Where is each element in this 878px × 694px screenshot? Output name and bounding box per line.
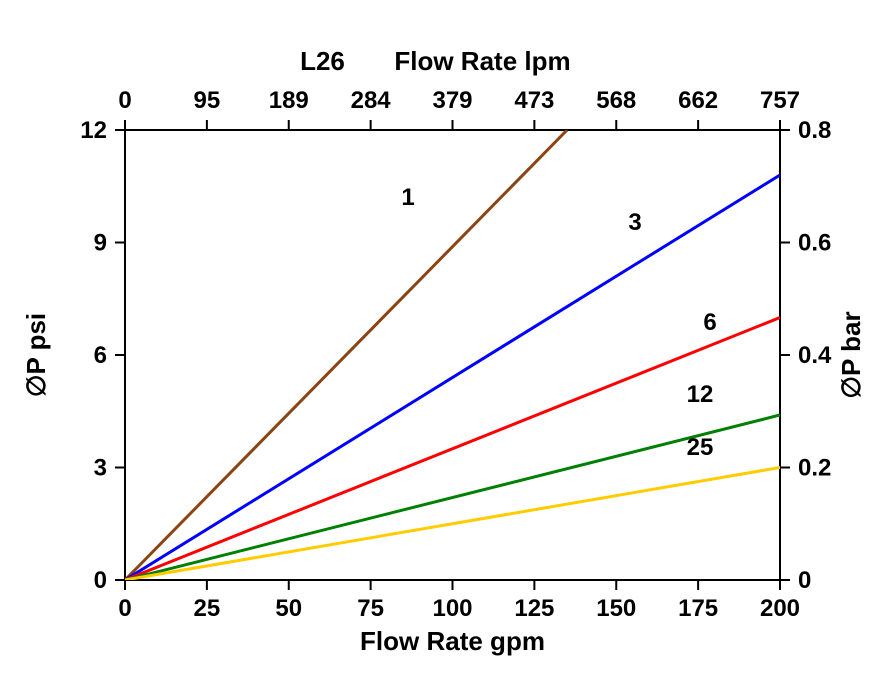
x-top-tick-label: 284: [351, 87, 392, 114]
x-bottom-tick-label: 150: [596, 595, 636, 622]
x-top-title: Flow Rate lpm: [394, 46, 570, 76]
y-left-tick-label: 6: [94, 342, 107, 369]
y-right-tick-label: 0.8: [798, 117, 831, 144]
series-label-1: 1: [401, 184, 414, 211]
flow-rate-chart: 0255075100125150175200095189284379473568…: [0, 0, 878, 694]
x-top-tick-label: 757: [760, 87, 800, 114]
x-bottom-tick-label: 75: [357, 595, 384, 622]
chart-container: 0255075100125150175200095189284379473568…: [0, 0, 878, 694]
x-bottom-tick-label: 25: [194, 595, 221, 622]
x-top-tick-label: 568: [596, 87, 636, 114]
x-bottom-tick-label: 175: [678, 595, 718, 622]
x-top-tick-label: 473: [514, 87, 554, 114]
x-top-tick-label: 95: [194, 87, 221, 114]
x-top-tick-label: 189: [269, 87, 309, 114]
x-top-tick-label: 379: [432, 87, 472, 114]
y-left-tick-label: 0: [94, 567, 107, 594]
x-bottom-title: Flow Rate gpm: [360, 626, 545, 656]
x-bottom-tick-label: 50: [275, 595, 302, 622]
x-bottom-tick-label: 125: [514, 595, 554, 622]
y-left-tick-label: 3: [94, 455, 107, 482]
y-right-tick-label: 0.6: [798, 230, 831, 257]
y-left-tick-label: 9: [94, 230, 107, 257]
y-right-tick-label: 0.4: [798, 342, 832, 369]
y-right-tick-label: 0: [798, 567, 811, 594]
x-top-tick-label: 662: [678, 87, 718, 114]
y-left-tick-label: 12: [80, 117, 107, 144]
x-bottom-tick-label: 200: [760, 595, 800, 622]
x-top-tick-label: 0: [118, 87, 131, 114]
series-label-25: 25: [687, 434, 714, 461]
series-label-3: 3: [628, 209, 641, 236]
model-label: L26: [300, 46, 345, 76]
y-right-title: ∅P bar: [836, 311, 866, 398]
series-label-12: 12: [687, 381, 714, 408]
x-bottom-tick-label: 100: [432, 595, 472, 622]
series-label-6: 6: [703, 309, 716, 336]
y-left-title: ∅P psi: [21, 313, 51, 397]
x-bottom-tick-label: 0: [118, 595, 131, 622]
y-right-tick-label: 0.2: [798, 455, 831, 482]
